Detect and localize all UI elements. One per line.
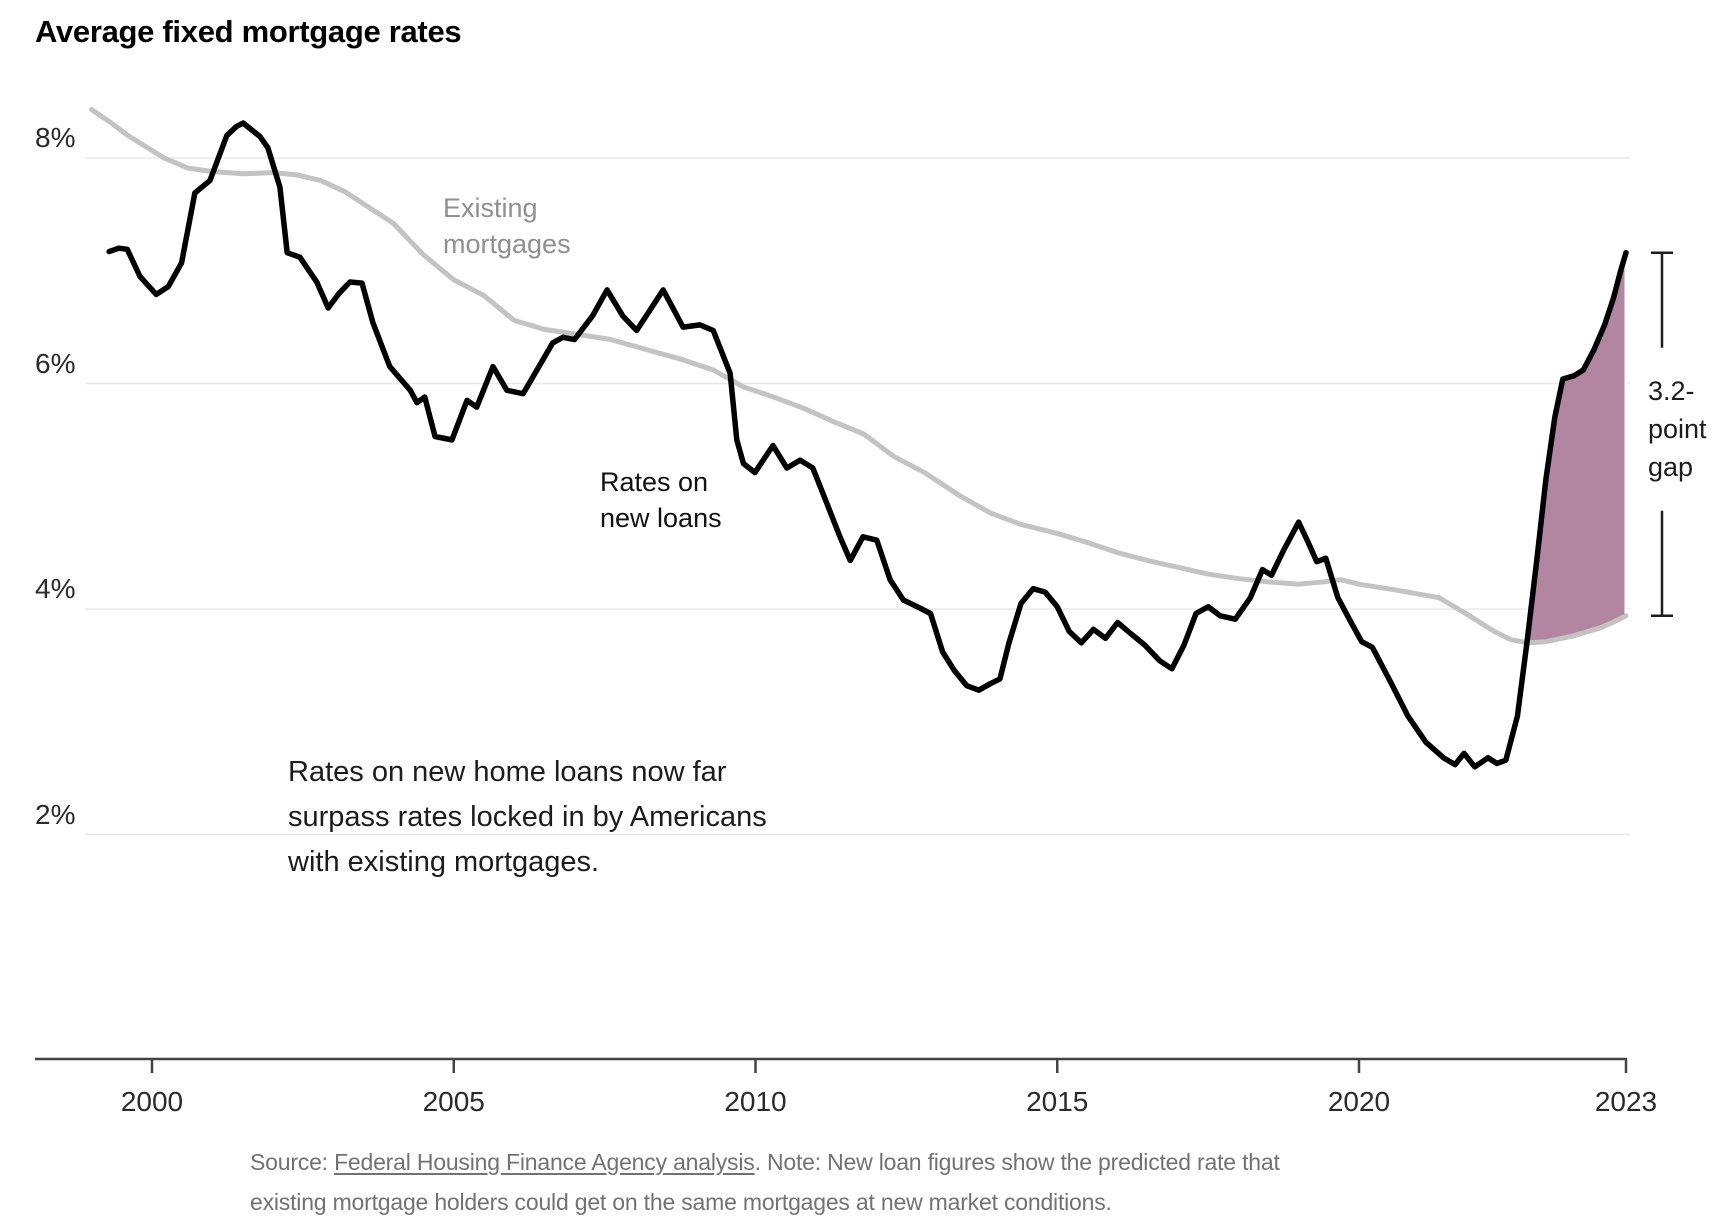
series-label-newloans-line1: Rates on [600,467,709,497]
y-axis-label-2%: 2% [35,798,76,830]
y-axis-label-8%: 8% [35,122,76,153]
series-label-new-loans: Rates on new loans [600,464,722,536]
annotation-line1: Rates on new home loans now far [288,756,727,788]
series-label-existing-line2: mortgages [443,229,571,259]
x-axis-label-2000: 2000 [120,1086,184,1117]
source-prefix: Source: [250,1149,335,1175]
x-axis-label-2010: 2010 [724,1086,787,1117]
x-axis-label-2015: 2015 [1026,1086,1089,1117]
line-existing-mortgages [89,107,1629,646]
series-label-existing-line1: Existing [443,193,538,223]
y-axis-label-6%: 6% [35,347,76,379]
annotation-line3: with existing mortgages. [288,846,600,878]
source-note: Source: Federal Housing Finance Agency a… [250,1142,1550,1222]
source-note-line2: existing mortgage holders could get on t… [250,1189,1112,1215]
y-axis-label-4%: 4% [35,573,76,604]
annotation-line2: surpass rates locked in by Americans [288,801,767,833]
series-label-existing-mortgages: Existing mortgages [443,190,571,262]
x-axis-label-2020: 2020 [1327,1086,1391,1117]
chart-title: Average fixed mortgage rates [35,14,462,49]
gap-label-line1: 3.2- [1648,376,1695,406]
x-axis-label-2023: 2023 [1594,1086,1658,1117]
gap-label-line3: gap [1648,452,1694,482]
series-label-newloans-line2: new loans [600,503,722,533]
x-axis-label-2005: 2005 [422,1086,485,1117]
source-note-rest: . Note: New loan figures show the predic… [754,1149,1280,1175]
chart-annotation: Rates on new home loans now far surpass … [288,750,767,885]
gap-label-line2: point [1648,414,1707,444]
source-link[interactable]: Federal Housing Finance Agency analysis [334,1149,755,1175]
gap-value-label: 3.2- point gap [1648,372,1707,486]
line-new-loans [106,120,1629,770]
